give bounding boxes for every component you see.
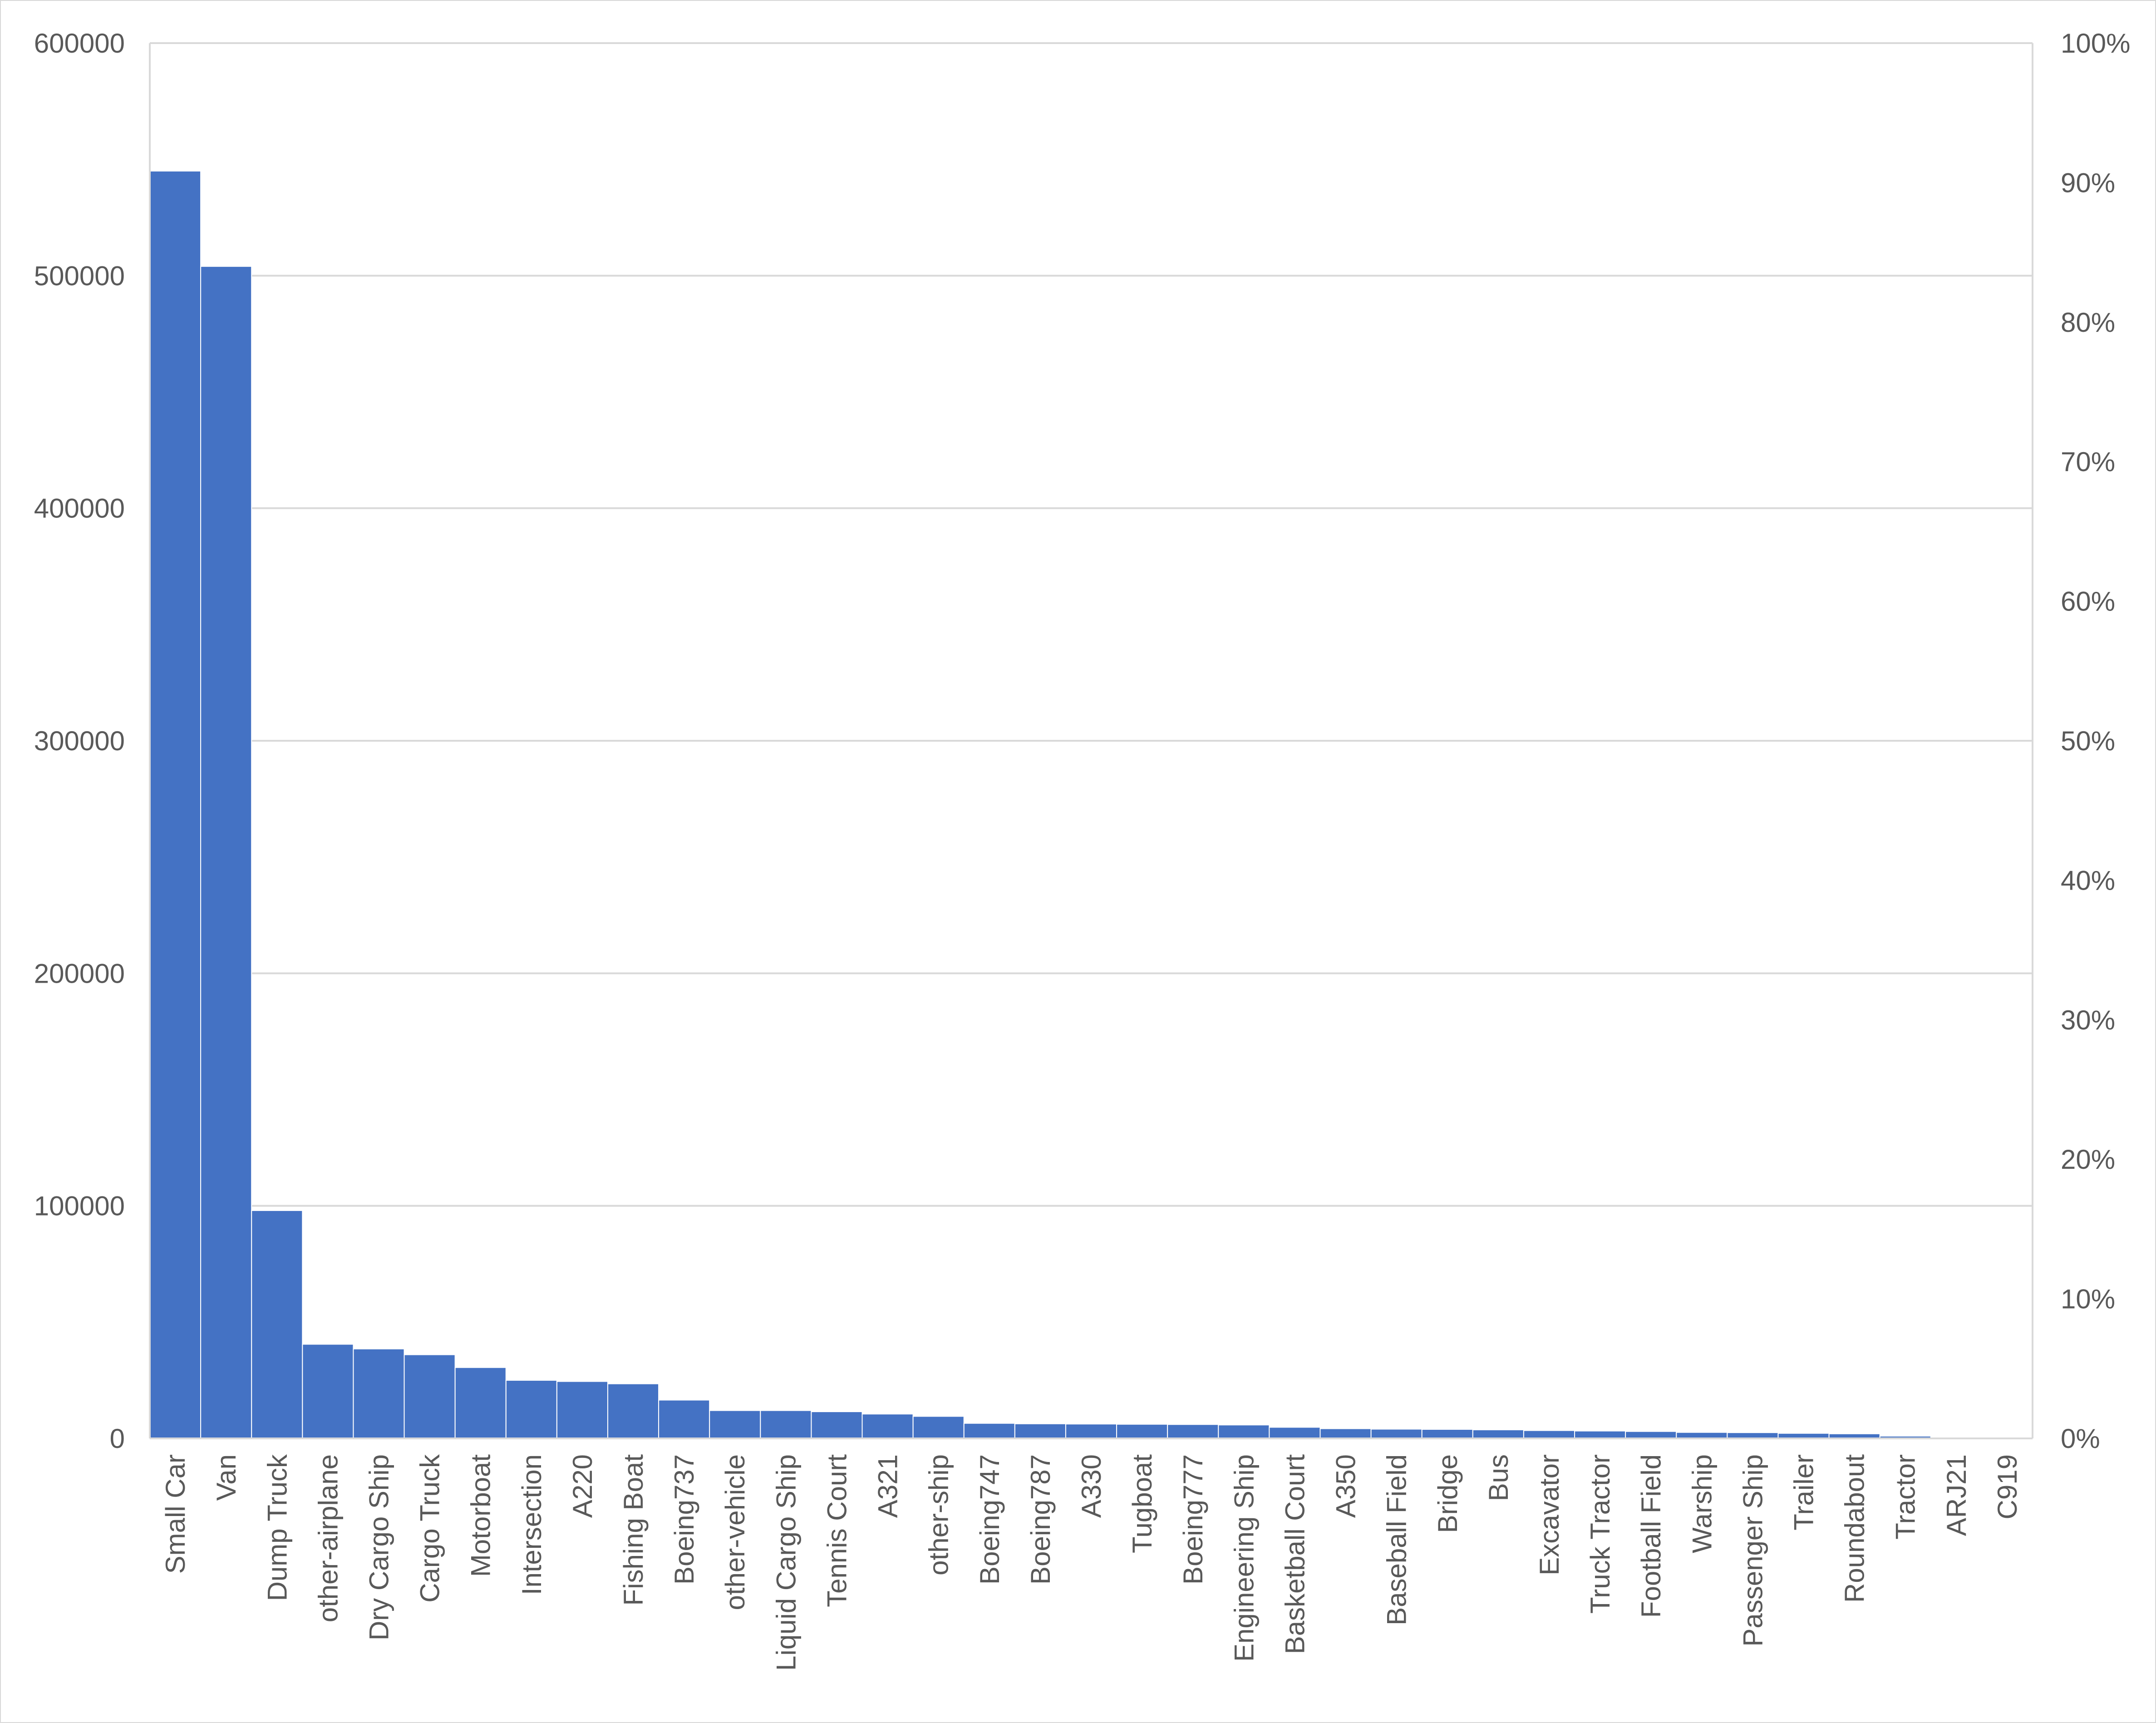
bar-boeing737: [658, 1399, 710, 1439]
bars: [149, 170, 2033, 1439]
x-tick-label: Boeing747: [975, 1454, 1005, 1585]
x-tick-label: Basketball Court: [1280, 1454, 1310, 1654]
x-tick-label: Tennis Court: [822, 1454, 852, 1607]
x-tick-label: Trailer: [1789, 1454, 1819, 1531]
x-tick-label: Football Field: [1636, 1454, 1666, 1618]
x-tick-label: A321: [873, 1454, 903, 1518]
x-tick-label: Engineering Ship: [1229, 1454, 1259, 1662]
x-tick-label: other-vehicle: [720, 1454, 750, 1610]
y-tick-label: 400000: [34, 493, 125, 524]
x-tick-label: Liquid Cargo Ship: [771, 1454, 801, 1671]
x-tick-label: Fishing Boat: [618, 1454, 649, 1606]
bar-a220: [556, 1381, 608, 1439]
y2-tick-label: 50%: [2061, 726, 2115, 756]
x-tick-label: Bridge: [1432, 1454, 1463, 1533]
bar-basketball-court: [1269, 1427, 1321, 1439]
x-tick-label: Warship: [1687, 1454, 1717, 1553]
x-tick-label: A220: [567, 1454, 598, 1518]
x-axis-tick-labels: Small Car Van Dump Truck other-airplane Dry …: [160, 1454, 2023, 1671]
x-tick-label: A350: [1331, 1454, 1361, 1518]
y-tick-label: 200000: [34, 958, 125, 989]
bar-liquid-cargo-ship: [760, 1410, 812, 1439]
y2-tick-label: 70%: [2061, 447, 2115, 477]
gridlines: [150, 42, 2033, 1207]
x-tick-label: other-airplane: [313, 1454, 343, 1622]
bar-van: [200, 266, 252, 1439]
x-tick-label: Cargo Truck: [415, 1454, 445, 1603]
y2-tick-label: 90%: [2061, 167, 2115, 198]
y2-tick-label: 40%: [2061, 865, 2115, 896]
bar-fishing-boat: [607, 1383, 660, 1439]
bar-baseball-field: [1370, 1428, 1423, 1439]
x-tick-label: Van: [211, 1454, 241, 1501]
x-tick-label: Small Car: [160, 1454, 191, 1574]
x-tick-label: Boeing737: [669, 1454, 699, 1585]
bar-boeing777: [1167, 1424, 1219, 1439]
x-tick-label: Dump Truck: [262, 1454, 292, 1601]
y2-tick-label: 20%: [2061, 1144, 2115, 1175]
y-tick-label: 600000: [34, 28, 125, 59]
y-tick-label: 100000: [34, 1191, 125, 1221]
y2-tick-label: 10%: [2061, 1284, 2115, 1314]
bar-tennis-court: [811, 1411, 863, 1439]
bar-a321: [861, 1413, 914, 1439]
y2-tick-label: 60%: [2061, 586, 2115, 617]
bar-other-vehicle: [709, 1410, 761, 1439]
y-axis-tick-labels: 0 100000 200000 300000 400000 500000 600000: [34, 28, 125, 1454]
bar-truck-tractor: [1574, 1430, 1626, 1439]
x-tick-label: Passenger Ship: [1738, 1454, 1768, 1647]
x-tick-label: ARJ21: [1941, 1454, 1972, 1536]
axes: [149, 43, 2033, 1439]
x-tick-label: Excavator: [1534, 1454, 1565, 1575]
bar-bridge: [1421, 1429, 1473, 1439]
y-tick-label: 0: [110, 1423, 125, 1454]
x-tick-label: Boeing787: [1025, 1454, 1056, 1585]
x-tick-label: other-ship: [924, 1454, 954, 1575]
bar-a330: [1065, 1423, 1117, 1439]
x-tick-label: Bus: [1483, 1454, 1514, 1501]
x-tick-label: Tractor: [1890, 1454, 1921, 1540]
secondary-y-axis-tick-labels: 0% 10% 20% 30% 40% 50% 60% 70% 80% 90% 100%: [2061, 28, 2130, 1454]
bar-intersection: [505, 1379, 557, 1439]
bar-other-ship: [912, 1416, 965, 1439]
y2-tick-label: 80%: [2061, 307, 2115, 338]
bar-bus: [1472, 1429, 1524, 1439]
bar-excavator: [1523, 1430, 1575, 1439]
y2-tick-label: 100%: [2061, 28, 2130, 59]
x-tick-label: C919: [1992, 1454, 2023, 1519]
y-tick-label: 300000: [34, 726, 125, 756]
bar-other-airplane: [302, 1344, 354, 1439]
x-tick-label: Baseball Field: [1382, 1454, 1412, 1625]
bar-a350: [1319, 1428, 1372, 1439]
x-tick-label: Boeing777: [1178, 1454, 1208, 1585]
x-tick-label: Motorboat: [466, 1454, 496, 1577]
y2-tick-label: 30%: [2061, 1005, 2115, 1035]
x-tick-label: A330: [1076, 1454, 1107, 1518]
bar-engineering-ship: [1218, 1424, 1270, 1439]
bar-tugboat: [1116, 1423, 1168, 1439]
x-tick-label: Dry Cargo Ship: [364, 1454, 394, 1640]
x-tick-label: Intersection: [517, 1454, 547, 1595]
bar-small-car: [149, 170, 202, 1439]
bar-dump-truck: [251, 1210, 303, 1439]
bar-motorboat: [454, 1367, 507, 1439]
bar-football-field: [1625, 1431, 1677, 1439]
y2-tick-label: 0%: [2061, 1423, 2100, 1454]
bar-dry-cargo-ship: [353, 1348, 405, 1439]
bar-boeing787: [1014, 1423, 1066, 1439]
x-tick-label: Tugboat: [1127, 1454, 1157, 1553]
bar-cargo-truck: [404, 1354, 456, 1439]
x-tick-label: Roundabout: [1840, 1454, 1870, 1603]
y-tick-label: 500000: [34, 261, 125, 291]
x-tick-label: Truck Tractor: [1585, 1454, 1615, 1614]
bar-boeing747: [963, 1423, 1015, 1439]
